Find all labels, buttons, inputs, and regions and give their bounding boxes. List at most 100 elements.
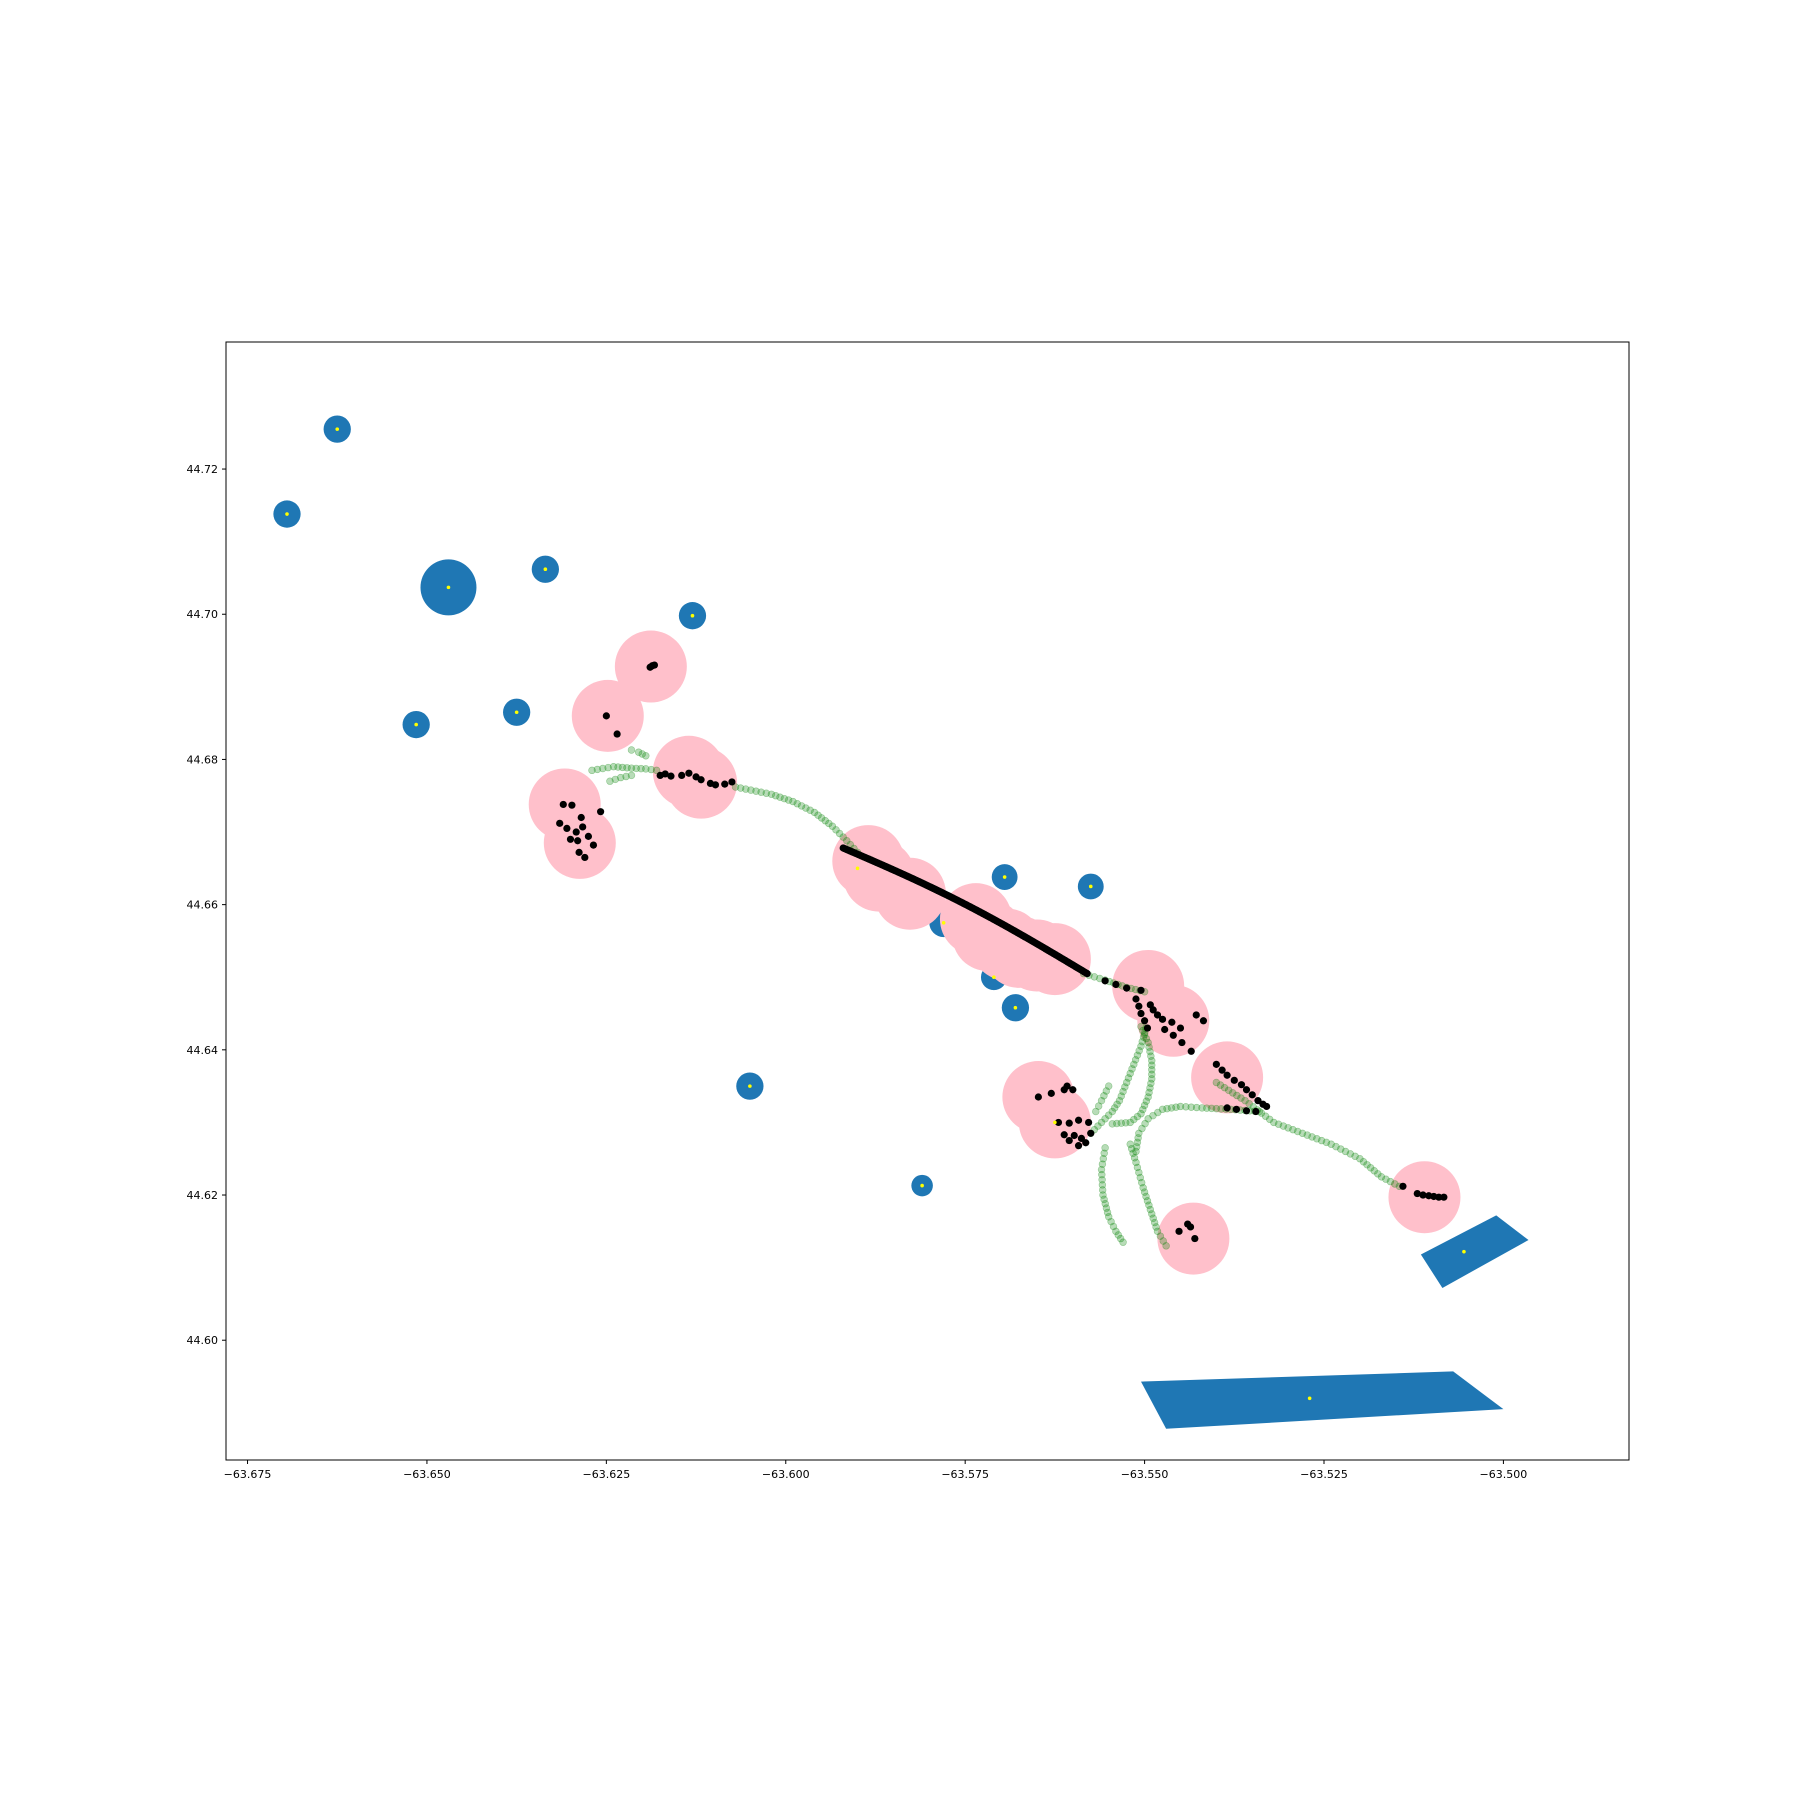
stop-point: [1399, 1182, 1407, 1190]
track-point: [637, 764, 645, 773]
track-point: [627, 746, 636, 754]
track-point: [1098, 1181, 1107, 1189]
polygon-centroid: [285, 512, 289, 516]
stop-point: [575, 848, 583, 856]
track-point: [609, 762, 618, 771]
track-point: [1370, 1167, 1378, 1175]
track-point: [1094, 1122, 1102, 1130]
track-point: [1097, 1096, 1106, 1105]
stop-point: [584, 832, 593, 840]
track-point: [1099, 1155, 1108, 1163]
track-point: [1139, 1033, 1148, 1041]
track-point: [617, 773, 625, 782]
track-point: [593, 765, 602, 774]
track-point: [1148, 1210, 1156, 1218]
stop-point: [661, 770, 669, 778]
stop-point: [678, 771, 686, 780]
stop-buffer: [1018, 923, 1091, 996]
track-point: [1150, 1218, 1159, 1227]
track-point: [1148, 1075, 1156, 1083]
track-point: [1100, 1092, 1108, 1100]
track-point: [1377, 1173, 1386, 1181]
stop-point: [1101, 977, 1109, 985]
track-point: [1101, 1115, 1109, 1123]
track-point: [623, 764, 631, 772]
track-point: [1156, 1232, 1165, 1240]
track-point: [1187, 1103, 1195, 1111]
track-point: [1143, 1197, 1152, 1205]
stop-point: [1187, 1047, 1195, 1055]
track-point: [1172, 1103, 1180, 1111]
x-tick-label: −63.625: [582, 1468, 630, 1481]
track-point: [1346, 1150, 1355, 1158]
stop-point: [1254, 1097, 1262, 1105]
stop-point: [572, 828, 580, 836]
track-point: [1144, 1093, 1152, 1101]
plot-frame: [225, 341, 1630, 1461]
track-point: [1192, 1103, 1201, 1112]
track-point: [1279, 1122, 1288, 1130]
track-point: [1132, 1143, 1141, 1151]
track-point: [1098, 1176, 1106, 1184]
track-point: [1322, 1138, 1331, 1147]
track-point: [1134, 1134, 1142, 1142]
polygon-centroid: [543, 567, 548, 572]
track-point: [1145, 1088, 1153, 1097]
y-tick-label: 44.70: [187, 608, 219, 621]
polygon-centroid: [414, 722, 418, 727]
polygon-centroid: [1462, 1249, 1466, 1254]
stop-point: [1149, 1006, 1157, 1014]
track-point: [1127, 1145, 1136, 1153]
track-point: [1108, 1120, 1116, 1128]
track-point: [1374, 1170, 1382, 1178]
track-point: [1140, 1188, 1149, 1196]
track-point: [1097, 1165, 1106, 1174]
track-point: [652, 766, 661, 775]
stop-point: [1069, 1086, 1077, 1094]
track-point: [1101, 1144, 1109, 1152]
stop-point: [1223, 1071, 1231, 1079]
stop-point: [1137, 986, 1145, 994]
track-point: [1317, 1136, 1326, 1145]
track-point: [1110, 1104, 1119, 1112]
stop-point: [1186, 1223, 1195, 1231]
track-point: [618, 763, 627, 772]
track-point: [843, 837, 851, 845]
y-axis: 44.60 44.62 44.64 44.66 44.68 44.70 44.72: [187, 463, 226, 1347]
x-tick-label: −63.600: [762, 1468, 810, 1481]
track-point: [1126, 1118, 1134, 1127]
track-point: [1112, 1227, 1120, 1236]
stop-point: [1074, 1142, 1083, 1150]
stop-point: [1237, 1081, 1246, 1089]
track-point: [1145, 1043, 1153, 1051]
track-point: [1117, 1092, 1125, 1100]
track-point: [588, 766, 596, 775]
track-point: [1216, 1081, 1225, 1089]
track-point: [1313, 1135, 1321, 1143]
stop-point: [1070, 1131, 1078, 1140]
track-point: [1308, 1133, 1316, 1141]
polygon-centroid: [514, 710, 519, 715]
track-point: [1126, 1140, 1134, 1148]
stop-point: [581, 853, 589, 862]
track-point: [1224, 1086, 1233, 1094]
polygon-shape: [1141, 1371, 1504, 1429]
track-point: [1142, 1192, 1150, 1201]
track-point: [642, 752, 650, 760]
track-point: [1237, 1094, 1245, 1102]
polygon-centroid: [1088, 884, 1093, 889]
track-point: [1102, 1087, 1111, 1095]
track-point: [1100, 1149, 1108, 1157]
track-point: [1113, 1100, 1121, 1108]
track-point: [1363, 1161, 1371, 1169]
y-tick-label: 44.60: [187, 1334, 219, 1347]
stop-point: [574, 837, 582, 845]
track-point: [1107, 1217, 1115, 1226]
stop-point: [1192, 1011, 1200, 1019]
stop-point: [1440, 1193, 1448, 1201]
stop-point: [579, 823, 587, 831]
track-point: [1117, 1119, 1125, 1127]
track-point: [747, 786, 755, 794]
stop-point: [1065, 1119, 1073, 1127]
stop-point: [1199, 1017, 1208, 1025]
